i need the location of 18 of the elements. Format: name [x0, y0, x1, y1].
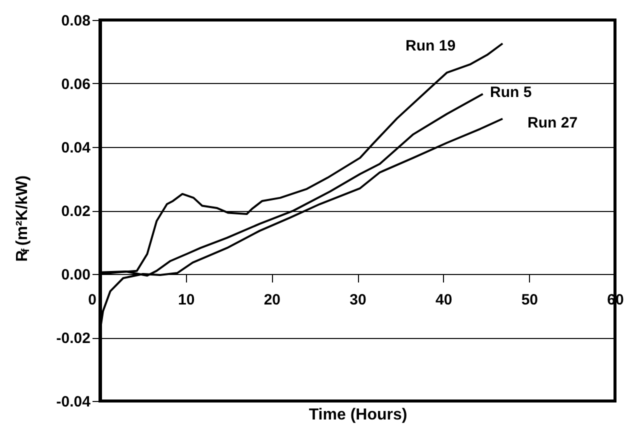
- x-tick-label: 20: [264, 292, 281, 308]
- x-tick-label: 30: [350, 292, 366, 308]
- y-tick-label: -0.02: [56, 330, 90, 347]
- y-tick-label: 0.00: [61, 266, 90, 284]
- series-label: Run 5: [490, 84, 532, 101]
- series-label: Run 19: [406, 37, 456, 54]
- x-axis-title: Time (Hours): [308, 406, 408, 424]
- x-tick-label: 50: [521, 292, 538, 308]
- y-tick-label: 0.08: [61, 12, 90, 30]
- y-tick-label: 0.04: [61, 140, 92, 156]
- series-label: Run 27: [528, 114, 578, 132]
- y-axis-title: Rf (m²K/kW): [14, 175, 32, 262]
- y-tick-label: 0.06: [61, 76, 90, 93]
- x-tick-label: 10: [178, 292, 195, 308]
- x-tick-label: 0: [88, 292, 96, 308]
- x-tick-label: 40: [435, 292, 452, 308]
- y-tick-label: 0.02: [61, 203, 90, 220]
- y-tick-label: -0.04: [56, 394, 92, 410]
